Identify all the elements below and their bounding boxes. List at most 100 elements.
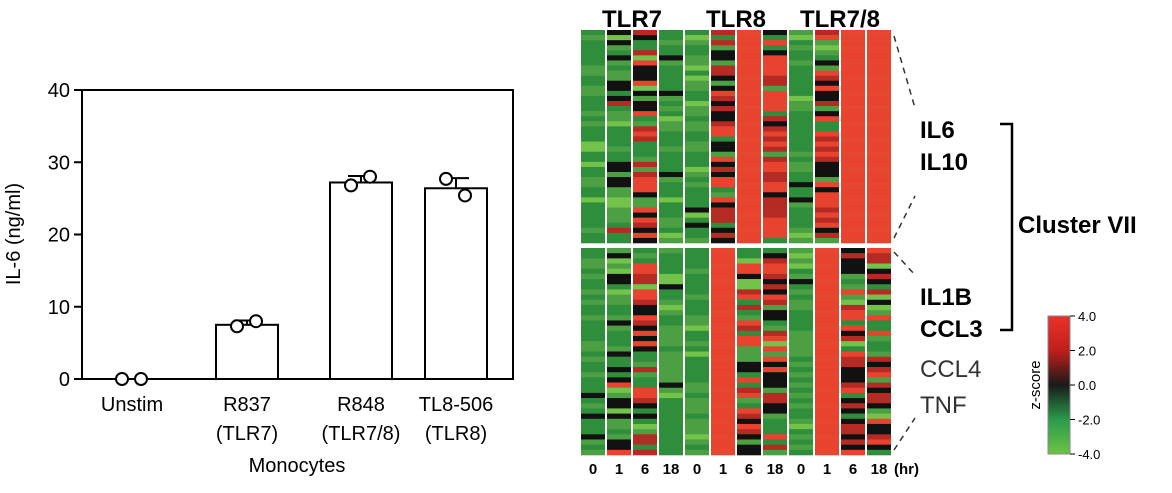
heatmap-cell — [841, 310, 865, 316]
heatmap-cell — [633, 192, 657, 198]
heatmap-cell — [607, 121, 631, 127]
heatmap-cell — [763, 151, 787, 158]
heatmap-cell — [763, 351, 787, 357]
heatmap-cell — [685, 40, 709, 46]
heatmap-cell — [659, 121, 683, 127]
heatmap-cell — [815, 50, 839, 56]
heatmap-cell — [685, 35, 709, 41]
heatmap-cell — [737, 387, 761, 394]
heatmap-cell — [841, 60, 865, 66]
heatmap-cell — [815, 315, 839, 321]
heatmap-cell — [607, 330, 631, 337]
heatmap-cell — [581, 106, 605, 112]
heatmap-cell — [685, 75, 709, 82]
heatmap-cell — [867, 222, 891, 229]
heatmap-cell — [867, 146, 891, 153]
colorbar-tick-label: -2.0 — [1078, 413, 1100, 428]
heatmap-cell — [841, 182, 865, 188]
heatmap-cell — [607, 131, 631, 137]
heatmap-cell — [841, 294, 865, 301]
heatmap-cell — [867, 248, 891, 254]
heatmap-cell — [789, 248, 813, 254]
heatmap-cell — [607, 351, 631, 357]
heatmap-cell — [711, 40, 735, 46]
heatmap-cell — [607, 207, 631, 213]
heatmap-cell — [737, 382, 761, 389]
heatmap-cell — [763, 90, 787, 97]
heatmap-cell — [867, 111, 891, 117]
heatmap-cell — [659, 45, 683, 51]
timepoint-label: 1 — [719, 461, 727, 478]
heatmap-cell — [659, 227, 683, 234]
heatmap-cell — [581, 126, 605, 132]
heatmap-cell — [711, 166, 735, 173]
heatmap-cell — [659, 320, 683, 326]
heatmap-cell — [685, 423, 709, 430]
heatmap-cell — [841, 131, 865, 137]
heatmap-cell — [659, 268, 683, 275]
heatmap-cell — [711, 361, 735, 368]
heatmap-cell — [737, 35, 761, 41]
heatmap-cell — [815, 392, 839, 399]
heatmap-cell — [581, 418, 605, 425]
heatmap-cell — [763, 126, 787, 132]
heatmap-cell — [815, 156, 839, 163]
heatmap-cell — [815, 413, 839, 420]
heatmap-cell — [737, 156, 761, 163]
heatmap-cell — [815, 237, 839, 244]
heatmap-cell — [737, 341, 761, 347]
heatmap-cell — [737, 320, 761, 326]
heatmap-cell — [841, 90, 865, 97]
heatmap-cell — [737, 248, 761, 254]
heatmap-cell — [685, 116, 709, 122]
heatmap-cell — [581, 403, 605, 409]
heatmap-cell — [815, 253, 839, 259]
heatmap-cell — [737, 50, 761, 56]
heatmap-cell — [763, 121, 787, 127]
heatmap-cell — [841, 413, 865, 420]
heatmap-cell — [633, 146, 657, 153]
heatmap-cell — [633, 131, 657, 137]
heatmap-cell — [841, 335, 865, 342]
heatmap-cell — [737, 346, 761, 352]
heatmap-cell — [867, 166, 891, 173]
heatmap-cell — [763, 80, 787, 87]
heatmap-cell — [815, 166, 839, 173]
heatmap-cell — [841, 126, 865, 132]
heatmap-cell — [685, 356, 709, 363]
heatmap-cell — [581, 192, 605, 198]
heatmap-cell — [685, 279, 709, 285]
heatmap-cell — [763, 192, 787, 198]
heatmap-cell — [633, 50, 657, 56]
heatmap-cell — [659, 387, 683, 394]
heatmap-cell — [659, 341, 683, 347]
heatmap-cell — [867, 101, 891, 107]
heatmap-cell — [737, 45, 761, 51]
heatmap-cell — [867, 232, 891, 239]
heatmap-cell — [633, 418, 657, 425]
heatmap-cell — [763, 227, 787, 234]
colorbar-tick-label: 4.0 — [1078, 309, 1096, 324]
heatmap-cell — [789, 346, 813, 352]
heatmap-cell — [763, 136, 787, 142]
heatmap-cell — [633, 121, 657, 127]
heatmap-cell — [659, 207, 683, 213]
heatmap-cell — [607, 346, 631, 352]
heatmap-cell — [581, 294, 605, 301]
heatmap-cell — [581, 387, 605, 394]
heatmap-cell — [581, 248, 605, 254]
heatmap-cell — [867, 273, 891, 280]
heatmap-cell — [763, 423, 787, 430]
heatmap-cell — [581, 253, 605, 259]
heatmap-cell — [789, 85, 813, 92]
heatmap-cell — [815, 187, 839, 193]
heatmap-cell — [607, 284, 631, 290]
heatmap-cell — [789, 299, 813, 306]
heatmap-cell — [685, 341, 709, 347]
heatmap-cell — [711, 141, 735, 147]
heatmap-cell — [607, 423, 631, 430]
heatmap-cell — [815, 65, 839, 71]
heatmap-cell — [867, 212, 891, 218]
heatmap-cell — [789, 361, 813, 368]
heatmap-cell — [763, 289, 787, 295]
